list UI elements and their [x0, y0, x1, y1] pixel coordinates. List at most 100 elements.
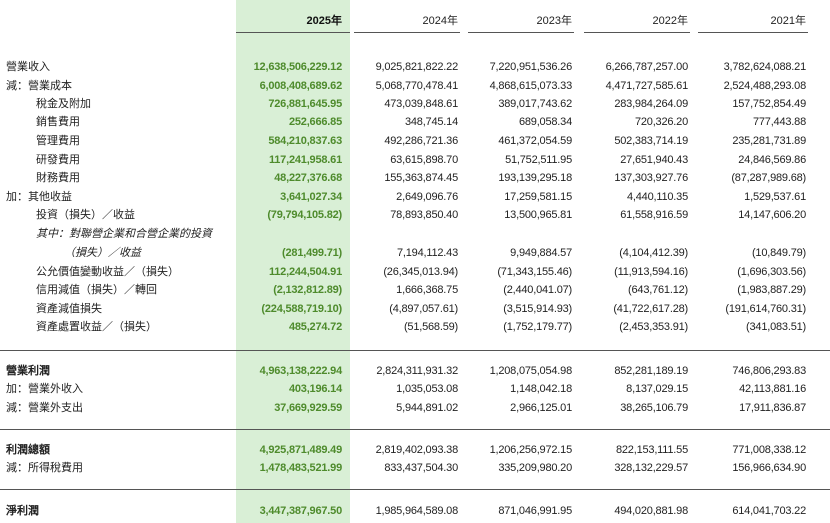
value-2024: (4,897,057.61) — [389, 303, 458, 315]
value-2021: 1,529,537.61 — [744, 191, 806, 203]
value-2021: 235,281,731.89 — [732, 135, 806, 147]
value-2023: 13,500,965.81 — [504, 209, 572, 221]
value-2022: 494,020,881.98 — [614, 505, 688, 517]
value-2025: (281,499.71) — [282, 247, 342, 259]
row-label: 信用減值（損失）／轉回 — [36, 284, 157, 296]
row-label: 資產處置收益／（損失） — [36, 321, 157, 333]
table-row: 減：營業外支出 37,669,929.59 5,944,891.02 2,966… — [0, 399, 830, 417]
value-2022: 6,266,787,257.00 — [605, 61, 689, 73]
row-label: 稅金及附加 — [36, 98, 91, 110]
value-2023: 7,220,951,536.26 — [489, 61, 573, 73]
section-divider — [0, 489, 830, 490]
value-2022: 328,132,229.57 — [614, 462, 688, 474]
value-2022: (643,761.12) — [628, 284, 688, 296]
table-row: 銷售費用 252,666.85 348,745.14 689,058.34 72… — [0, 113, 830, 131]
value-2022: (41,722,617.28) — [613, 303, 688, 315]
value-2023: 871,046,991.95 — [498, 505, 572, 517]
row-label: 利潤總額 — [6, 444, 50, 456]
value-2024: 1,666,368.75 — [396, 284, 458, 296]
row-label: 財務費用 — [36, 172, 80, 184]
table-row: 信用減值（損失）／轉回 (2,132,812.89) 1,666,368.75 … — [0, 281, 830, 299]
value-2021: 42,113,881.16 — [739, 383, 806, 395]
value-2023: 1,148,042.18 — [510, 383, 572, 395]
value-2024: 833,437,504.30 — [384, 462, 458, 474]
row-label: 公允價值變動收益／（損失） — [36, 266, 179, 278]
table-row-operating-profit: 營業利潤 4,963,138,222.94 2,824,311,931.32 1… — [0, 362, 830, 380]
value-2024: (51,568.59) — [403, 321, 458, 333]
highlight-column-2025 — [236, 0, 350, 523]
value-2025: 4,963,138,222.94 — [259, 365, 343, 377]
value-2025: 584,210,837.63 — [268, 135, 342, 147]
table-row-net-profit: 淨利潤 3,447,387,967.50 1,985,964,589.08 87… — [0, 502, 830, 520]
value-2025: 485,274.72 — [288, 321, 342, 333]
value-2024: (26,345,013.94) — [383, 266, 458, 278]
row-label: 減：所得稅費用 — [6, 462, 83, 474]
value-2021: 156,966,634.90 — [732, 462, 806, 474]
table-row: 管理費用 584,210,837.63 492,286,721.36 461,3… — [0, 132, 830, 150]
value-2024: 5,068,770,478.41 — [375, 80, 459, 92]
value-2022: 4,440,110.35 — [626, 191, 688, 203]
value-2025: 48,227,376.68 — [274, 172, 342, 184]
value-2022: 137,303,927.76 — [614, 172, 688, 184]
table-row: 加：其他收益 3,641,027.34 2,649,096.76 17,259,… — [0, 188, 830, 206]
value-2025: (79,794,105.82) — [267, 209, 342, 221]
value-2025: 252,666.85 — [288, 116, 342, 128]
value-2021: (87,287,989.68) — [731, 172, 806, 184]
value-2023: 2,966,125.01 — [510, 402, 572, 414]
section-divider — [0, 350, 830, 351]
value-2023: 9,949,884.57 — [510, 247, 572, 259]
value-2024: 7,194,112.43 — [396, 247, 458, 259]
value-2021: 24,846,569.86 — [738, 154, 806, 166]
value-2023: 335,209,980.20 — [498, 462, 572, 474]
value-2024: 155,363,874.45 — [384, 172, 458, 184]
value-2022: 720,326.20 — [634, 116, 688, 128]
value-2025: 37,669,929.59 — [274, 402, 342, 414]
value-2024: 492,286,721.36 — [384, 135, 458, 147]
value-2021: (1,696,303.56) — [737, 266, 806, 278]
value-2025: (224,588,719.10) — [261, 303, 342, 315]
value-2021: 746,806,293.83 — [732, 365, 806, 377]
table-row: 減：營業成本 6,008,408,689.62 5,068,770,478.41… — [0, 77, 830, 95]
value-2024: 63,615,898.70 — [390, 154, 458, 166]
row-label: 營業利潤 — [6, 365, 50, 377]
value-2023: 389,017,743.62 — [498, 98, 572, 110]
header-divider — [468, 32, 574, 33]
table-row-total-profit: 利潤總額 4,925,871,489.49 2,819,402,093.38 1… — [0, 441, 830, 459]
value-2023: (3,515,914.93) — [503, 303, 572, 315]
header-2025: 2025年 — [306, 15, 342, 27]
table-row: 投資（損失）／收益 (79,794,105.82) 78,893,850.40 … — [0, 206, 830, 224]
row-label: 加：其他收益 — [6, 191, 72, 203]
value-2023: 1,206,256,972.15 — [489, 444, 573, 456]
table-row: （損失）／收益 (281,499.71) 7,194,112.43 9,949,… — [0, 244, 830, 262]
value-2025: 12,638,506,229.12 — [253, 61, 343, 73]
value-2024: 78,893,850.40 — [390, 209, 458, 221]
value-2025: 6,008,408,689.62 — [259, 80, 343, 92]
value-2024: 348,745.14 — [404, 116, 458, 128]
value-2025: 403,196.14 — [288, 383, 342, 395]
row-label: 其中：對聯營企業和合營企業的投資 — [36, 228, 212, 240]
value-2023: 51,752,511.95 — [505, 154, 572, 166]
value-2022: 61,558,916.59 — [620, 209, 688, 221]
row-label: 管理費用 — [36, 135, 80, 147]
value-2023: 1,208,075,054.98 — [489, 365, 573, 377]
value-2021: (1,983,887.29) — [737, 284, 806, 296]
value-2025: 117,241,958.61 — [268, 154, 342, 166]
table-row-subheading: 其中：對聯營企業和合營企業的投資 — [0, 225, 830, 243]
header-2023: 2023年 — [536, 15, 572, 27]
value-2024: 9,025,821,822.22 — [375, 61, 459, 73]
value-2021: 3,782,624,088.21 — [723, 61, 807, 73]
value-2021: 14,147,606.20 — [738, 209, 806, 221]
table-row: 財務費用 48,227,376.68 155,363,874.45 193,13… — [0, 169, 830, 187]
value-2023: (71,343,155.46) — [497, 266, 572, 278]
value-2023: (1,752,179.77) — [503, 321, 572, 333]
value-2023: 17,259,581.15 — [504, 191, 572, 203]
value-2025: 726,881,645.95 — [268, 98, 342, 110]
row-label: 淨利潤 — [6, 505, 39, 517]
row-label: 減：營業外支出 — [6, 402, 83, 414]
value-2024: 5,944,891.02 — [396, 402, 458, 414]
value-2021: 777,443.88 — [752, 116, 806, 128]
header-divider — [698, 32, 808, 33]
table-row: 研發費用 117,241,958.61 63,615,898.70 51,752… — [0, 151, 830, 169]
value-2021: 17,911,836.87 — [739, 402, 806, 414]
table-row-revenue: 營業收入 12,638,506,229.12 9,025,821,822.22 … — [0, 58, 830, 76]
